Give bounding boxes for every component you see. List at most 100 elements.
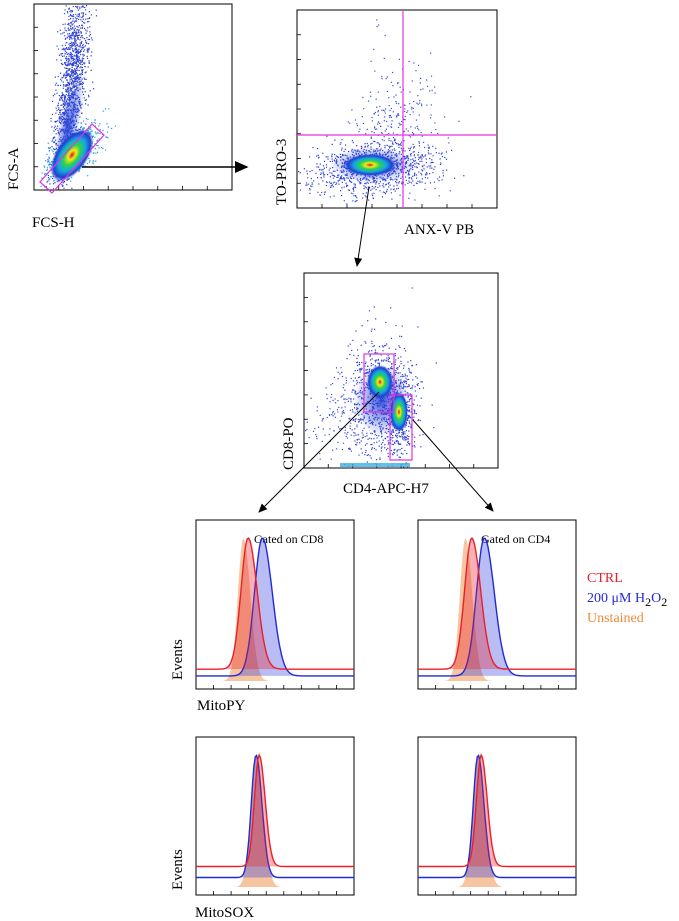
- scatter-dot: [375, 449, 377, 451]
- scatter-dot: [76, 43, 78, 46]
- scatter-dot: [56, 45, 58, 47]
- scatter-dot: [406, 435, 408, 437]
- scatter-dot: [81, 61, 83, 63]
- scatter-dot: [382, 360, 384, 362]
- scatter-dot: [60, 97, 62, 99]
- scatter-dot: [82, 12, 84, 14]
- scatter-dot: [82, 120, 85, 122]
- scatter-dot: [75, 57, 78, 60]
- scatter-dot: [391, 453, 393, 455]
- scatter-dot: [418, 419, 420, 421]
- scatter-dot: [430, 114, 432, 116]
- scatter-dot: [355, 195, 357, 198]
- scatter-dot: [55, 89, 57, 91]
- scatter-dot: [442, 169, 444, 172]
- scatter-dot: [410, 177, 412, 179]
- scatter-dot: [80, 32, 82, 34]
- scatter-dot: [412, 175, 414, 177]
- scatter-dot: [440, 153, 442, 155]
- scatter-dot: [319, 163, 321, 165]
- scatter-dot: [67, 62, 69, 64]
- scatter-dot: [321, 191, 323, 194]
- scatter-dot: [319, 458, 321, 460]
- scatter-dot: [396, 440, 398, 442]
- scatter-dot: [429, 157, 431, 160]
- scatter-dot: [382, 185, 384, 187]
- scatter-dot: [362, 430, 364, 432]
- scatter-dot: [332, 399, 334, 401]
- scatter-dot: [399, 144, 401, 146]
- scatter-dot: [87, 66, 89, 68]
- scatter-dot: [379, 143, 381, 146]
- scatter-dot: [58, 118, 60, 120]
- scatter-dot: [68, 60, 70, 62]
- scatter-dot: [83, 127, 85, 129]
- scatter-dot: [401, 183, 403, 185]
- scatter-dot: [369, 91, 371, 93]
- scatter-dot: [410, 417, 412, 419]
- scatter-dot: [353, 187, 355, 189]
- scatter-dot: [71, 187, 73, 189]
- scatter-dot: [66, 183, 68, 186]
- scatter-dot: [311, 183, 313, 185]
- scatter-dot: [80, 66, 82, 68]
- scatter-dot: [434, 166, 436, 168]
- scatter-dot: [96, 140, 98, 142]
- scatter-dot: [408, 444, 411, 446]
- scatter-dot: [391, 443, 393, 445]
- scatter-dot: [349, 425, 351, 427]
- scatter-dot: [401, 436, 403, 438]
- scatter-dot: [379, 457, 381, 459]
- scatter-dot: [82, 37, 84, 39]
- scatter-dot: [378, 145, 381, 147]
- scatter-dot: [311, 169, 313, 172]
- scatter-dot: [412, 419, 414, 421]
- scatter-dot: [73, 70, 75, 72]
- scatter-dot: [381, 359, 383, 361]
- scatter-dot: [399, 124, 401, 126]
- scatter-dot: [71, 41, 73, 43]
- scatter-dot: [419, 419, 421, 422]
- scatter-dot: [403, 365, 405, 367]
- scatter-dot: [416, 125, 418, 127]
- scatter-dot: [337, 400, 339, 402]
- scatter-dot: [111, 127, 113, 130]
- scatter-dot: [102, 147, 104, 150]
- scatter-dot: [70, 25, 72, 28]
- scatter-dot: [75, 51, 77, 53]
- scatter-dot: [54, 93, 56, 95]
- scatter-dot: [408, 61, 410, 63]
- scatter-dot: [411, 365, 413, 367]
- scatter-dot: [345, 382, 347, 384]
- scatter-dot: [86, 42, 88, 45]
- scatter-dot: [76, 25, 78, 28]
- scatter-dot: [313, 180, 315, 182]
- scatter-dot: [309, 170, 311, 173]
- scatter-dot: [79, 42, 81, 44]
- scatter-dot: [86, 51, 89, 53]
- scatter-dot: [349, 448, 351, 450]
- scatter-dot: [387, 354, 389, 357]
- scatter-dot: [78, 30, 80, 32]
- scatter-dot: [409, 114, 411, 116]
- scatter-dot: [88, 21, 90, 23]
- scatter-dot: [72, 75, 74, 77]
- scatter-dot: [354, 195, 357, 197]
- scatter-dot: [60, 78, 62, 80]
- scatter-dot: [351, 409, 354, 411]
- scatter-dot: [344, 426, 346, 429]
- scatter-dot: [65, 76, 67, 78]
- scatter-dot: [351, 429, 353, 431]
- scatter-dot: [406, 452, 408, 455]
- scatter-dot: [377, 123, 379, 125]
- scatter-dot: [64, 85, 66, 87]
- scatter-dot: [52, 147, 55, 150]
- scatter-dot: [352, 419, 354, 422]
- scatter-dot: [393, 185, 395, 187]
- scatter-dot: [383, 345, 386, 347]
- mitosox-events-label: Events: [170, 849, 186, 890]
- scatter-dot: [70, 46, 72, 48]
- scatter-dot: [375, 359, 377, 361]
- scatter-dot: [361, 437, 363, 439]
- scatter-dot: [63, 85, 65, 87]
